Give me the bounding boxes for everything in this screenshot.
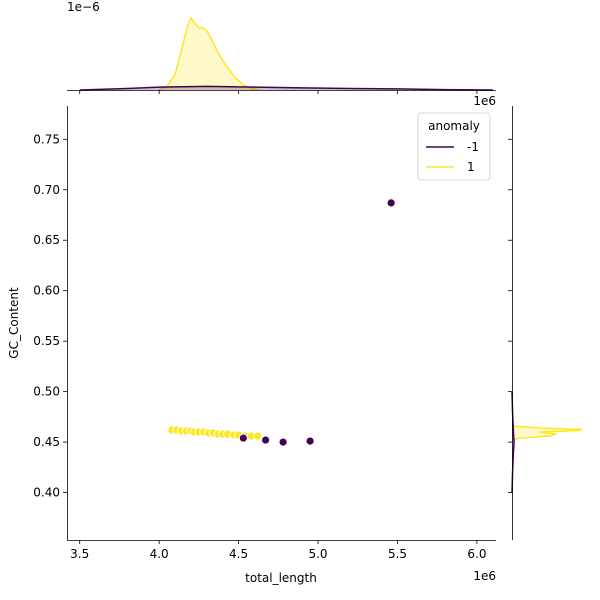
- scatter-point-anomaly: [386, 198, 396, 208]
- scatter-point-anomaly: [278, 437, 288, 447]
- legend-label: 1: [467, 160, 475, 174]
- x-offset-top-label: 1e6: [473, 94, 496, 108]
- top-marginal-plot: 1e−6: [67, 0, 496, 94]
- top-kde-line-anomaly: [79, 85, 493, 91]
- x-tick-label: 4.0: [150, 547, 169, 561]
- top-marginal-kde: [79, 16, 493, 91]
- y-axis-title: GC_Content: [7, 287, 21, 359]
- x-axis-ticks: 3.5 4.0 4.5 5.0 5.5 6.0: [70, 540, 486, 561]
- right-marginal-kde: [511, 391, 583, 493]
- y-tick-label: 0.55: [33, 334, 60, 348]
- scatter-point-anomaly: [238, 433, 248, 443]
- x-offset-bottom-label: 1e6: [473, 569, 496, 583]
- main-scatter-plot: 3.5 4.0 4.5 5.0 5.5 6.0 0.400.450.500.550.600…: [7, 94, 496, 585]
- scatter-point-anomaly: [305, 436, 315, 446]
- x-tick-label: 4.5: [229, 547, 248, 561]
- x-tick-label: 6.0: [467, 547, 486, 561]
- right-kde-line-normal: [511, 425, 583, 441]
- legend-label: -1: [467, 140, 479, 154]
- right-marginal-plot: [508, 106, 583, 540]
- scatter-points: [167, 198, 396, 447]
- y-tick-label: 0.60: [33, 284, 60, 298]
- y-tick-label: 0.70: [33, 183, 60, 197]
- x-tick-label: 3.5: [70, 547, 89, 561]
- x-tick-label: 5.5: [388, 547, 407, 561]
- scatter-point-anomaly: [261, 435, 271, 445]
- top-marginal-offset-label: 1e−6: [67, 0, 100, 14]
- x-tick-label: 5.0: [308, 547, 327, 561]
- y-tick-label: 0.50: [33, 385, 60, 399]
- top-kde-fill-normal: [159, 18, 260, 90]
- top-marginal-ticks: [79, 90, 478, 94]
- y-tick-label: 0.75: [33, 132, 60, 146]
- legend-entries: -11: [426, 140, 479, 174]
- x-axis-title: total_length: [245, 571, 317, 585]
- legend: anomaly -11: [417, 112, 491, 181]
- legend-title: anomaly: [428, 119, 480, 133]
- y-axis-ticks: 0.40 0.45 0.50 0.55 0.60 0.65 0.70 0.75: [33, 132, 67, 500]
- right-marginal-ticks: [508, 138, 512, 493]
- y-tick-label: 0.40: [33, 486, 60, 500]
- scatter-point-normal: [253, 431, 263, 441]
- y-tick-label: 0.45: [33, 435, 60, 449]
- top-kde-line-normal: [158, 16, 260, 91]
- y-tick-label: 0.65: [33, 233, 60, 247]
